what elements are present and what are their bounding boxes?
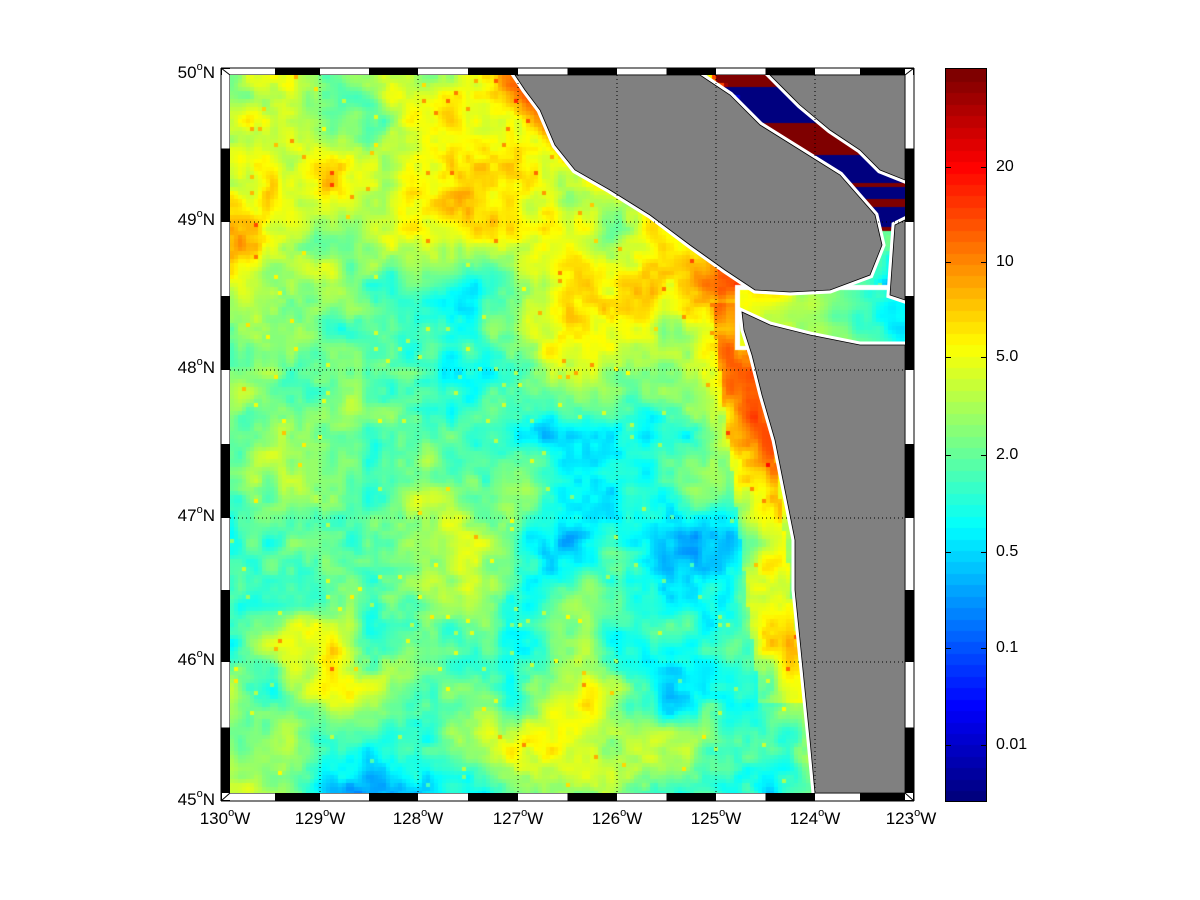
- border-segment: [567, 68, 617, 75]
- border-segment: [905, 662, 914, 728]
- mainland-puget: [889, 219, 905, 301]
- colorbar-tick-label: 20: [996, 158, 1014, 175]
- border-segment: [221, 148, 230, 222]
- longitude-label: 128oW: [392, 807, 444, 828]
- colorbar-tick: [981, 262, 987, 263]
- border-segment: [860, 793, 905, 801]
- border-segment: [369, 793, 418, 801]
- map-area: [230, 75, 905, 793]
- border-segment: [905, 75, 914, 149]
- border-segment: [468, 68, 518, 75]
- colorbar-tick-label: 0.5: [996, 543, 1019, 560]
- border-segment: [617, 793, 667, 801]
- frame-line: [904, 792, 915, 802]
- border-segment: [905, 148, 914, 222]
- border-segment: [221, 518, 230, 590]
- border-segment: [905, 518, 914, 590]
- longitude-label: 129oW: [294, 807, 346, 828]
- colorbar-tick: [945, 552, 951, 553]
- border-segment: [230, 68, 275, 75]
- colorbar-tick: [945, 745, 951, 746]
- longitude-label: 127oW: [492, 807, 544, 828]
- border-segment: [221, 590, 230, 662]
- border-segment: [221, 75, 230, 149]
- mainland-bc: [769, 75, 905, 181]
- colorbar-tick: [981, 357, 987, 358]
- colorbar-tick: [981, 455, 987, 456]
- border-segment: [815, 68, 860, 75]
- border-segment: [221, 222, 230, 296]
- colorbar-tick: [945, 455, 951, 456]
- colorbar-tick-label: 10: [996, 253, 1014, 270]
- longitude-label: 126oW: [591, 807, 643, 828]
- border-segment: [666, 68, 716, 75]
- longitude-label: 125oW: [690, 807, 742, 828]
- border-segment: [860, 68, 905, 75]
- border-segment: [518, 68, 568, 75]
- frame-line: [904, 67, 915, 76]
- vancouver-island: [514, 75, 883, 293]
- colorbar-tick: [981, 552, 987, 553]
- border-segment: [567, 793, 617, 801]
- border-segment: [275, 793, 320, 801]
- colorbar-tick: [981, 648, 987, 649]
- border-segment: [221, 296, 230, 370]
- border-segment: [765, 793, 815, 801]
- colorbar-tick: [945, 648, 951, 649]
- border-segment: [617, 68, 667, 75]
- colorbar: [945, 68, 987, 802]
- colorbar-tick: [945, 167, 951, 168]
- border-segment: [716, 68, 766, 75]
- border-segment: [905, 727, 914, 793]
- longitude-label: 123oW: [885, 807, 937, 828]
- latitude-label: 46oN: [177, 648, 215, 669]
- latitude-label: 45oN: [177, 788, 215, 809]
- border-segment: [221, 727, 230, 793]
- border-segment: [320, 793, 369, 801]
- border-segment: [418, 793, 468, 801]
- border-segment: [275, 68, 320, 75]
- latitude-label: 50oN: [177, 61, 215, 82]
- border-segment: [905, 590, 914, 662]
- border-segment: [905, 222, 914, 296]
- border-segment: [666, 793, 716, 801]
- colorbar-tick: [981, 167, 987, 168]
- land-layer: [230, 75, 905, 793]
- colorbar-gradient: [946, 69, 986, 801]
- border-segment: [765, 68, 815, 75]
- frame-line: [220, 792, 231, 802]
- washington-coast: [741, 311, 905, 793]
- colorbar-tick-label: 0.1: [996, 639, 1019, 656]
- longitude-label: 130oW: [199, 807, 251, 828]
- border-segment: [518, 793, 568, 801]
- border-segment: [905, 296, 914, 370]
- border-segment: [905, 370, 914, 444]
- frame-line: [220, 67, 231, 76]
- border-segment: [905, 444, 914, 518]
- border-segment: [221, 662, 230, 728]
- colorbar-tick: [981, 745, 987, 746]
- latitude-label: 47oN: [177, 504, 215, 525]
- border-segment: [418, 68, 468, 75]
- border-segment: [221, 444, 230, 518]
- colorbar-tick-label: 0.01: [996, 736, 1028, 753]
- colorbar-tick-label: 5.0: [996, 348, 1019, 365]
- border-segment: [221, 370, 230, 444]
- border-segment: [815, 793, 860, 801]
- border-segment: [230, 793, 275, 801]
- colorbar-tick-label: 2.0: [996, 446, 1019, 463]
- latitude-label: 49oN: [177, 208, 215, 229]
- border-segment: [716, 793, 766, 801]
- longitude-label: 124oW: [789, 807, 841, 828]
- colorbar-tick: [945, 357, 951, 358]
- border-segment: [369, 68, 418, 75]
- latitude-label: 48oN: [177, 356, 215, 377]
- colorbar-tick: [945, 262, 951, 263]
- border-segment: [468, 793, 518, 801]
- border-segment: [320, 68, 369, 75]
